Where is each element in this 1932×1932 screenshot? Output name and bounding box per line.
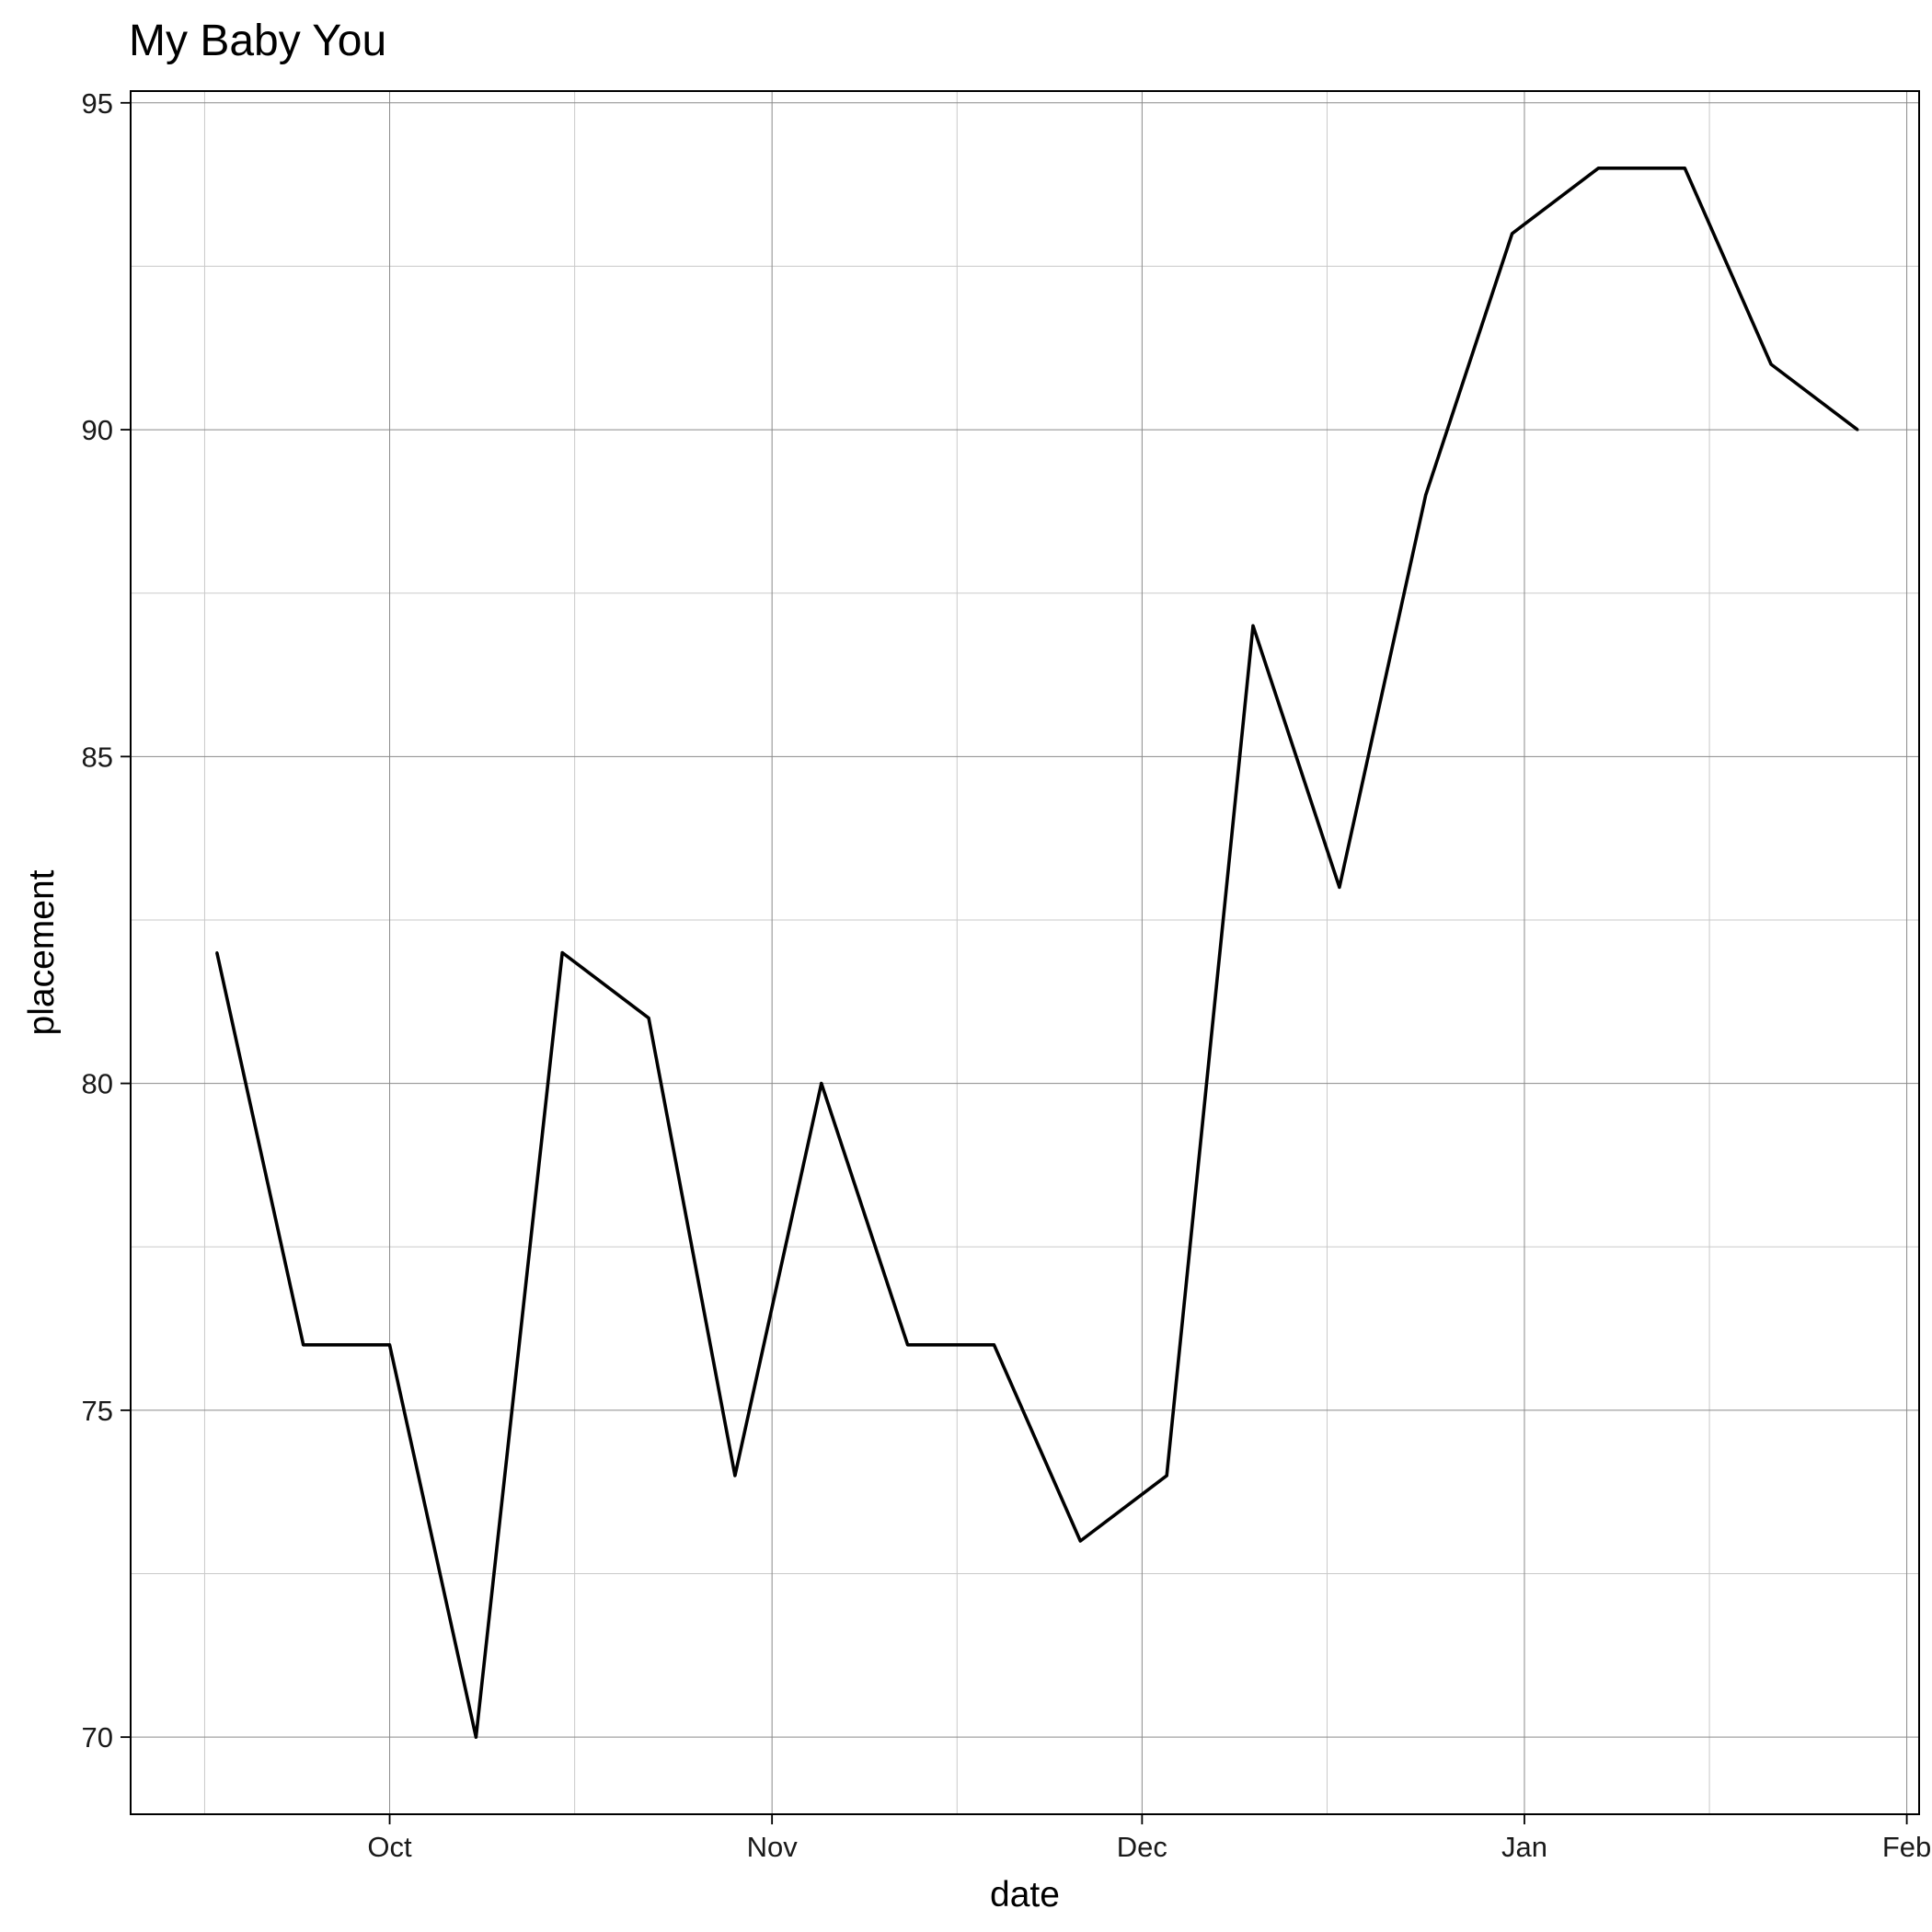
y-tick-label: 70	[82, 1721, 113, 1754]
data-point	[1165, 1474, 1168, 1478]
data-point	[993, 1343, 995, 1347]
data-point	[1856, 428, 1859, 431]
data-point	[1596, 167, 1600, 170]
data-point	[1511, 232, 1514, 236]
data-point	[820, 1082, 823, 1086]
panel-border	[130, 90, 1920, 1815]
x-tick-label: Dec	[1117, 1831, 1167, 1863]
data-point	[560, 951, 564, 954]
y-tick-label: 95	[82, 87, 113, 120]
y-tick-label: 90	[82, 414, 113, 446]
y-tick-label: 80	[82, 1068, 113, 1100]
data-point	[1683, 167, 1686, 170]
series-line	[215, 167, 1859, 1739]
data-point	[388, 1343, 391, 1347]
x-tick-label: Feb	[1882, 1831, 1931, 1863]
data-point	[647, 1017, 650, 1020]
axis-ticks: Oct Nov Dec Jan Feb 70 75 80 85 90 95	[82, 87, 1932, 1863]
data-point	[1424, 493, 1428, 497]
data-point	[1769, 362, 1773, 366]
x-tick-label: Oct	[367, 1831, 412, 1863]
data-point	[474, 1735, 477, 1739]
data-point	[302, 1343, 305, 1347]
x-tick-label: Nov	[747, 1831, 799, 1863]
chart-title: My Baby You	[129, 17, 386, 65]
grid	[131, 91, 1919, 1814]
y-axis-title: placement	[22, 869, 62, 1035]
series-layer	[215, 167, 1859, 1739]
y-tick-label: 85	[82, 741, 113, 773]
data-point	[215, 951, 219, 954]
data-point	[1078, 1539, 1082, 1543]
x-axis-title: date	[990, 1875, 1060, 1915]
data-point	[1251, 624, 1255, 627]
data-point	[1338, 885, 1341, 889]
data-point	[733, 1474, 737, 1478]
x-tick-label: Jan	[1501, 1831, 1547, 1863]
data-point	[906, 1343, 910, 1347]
y-tick-label: 75	[82, 1395, 113, 1427]
